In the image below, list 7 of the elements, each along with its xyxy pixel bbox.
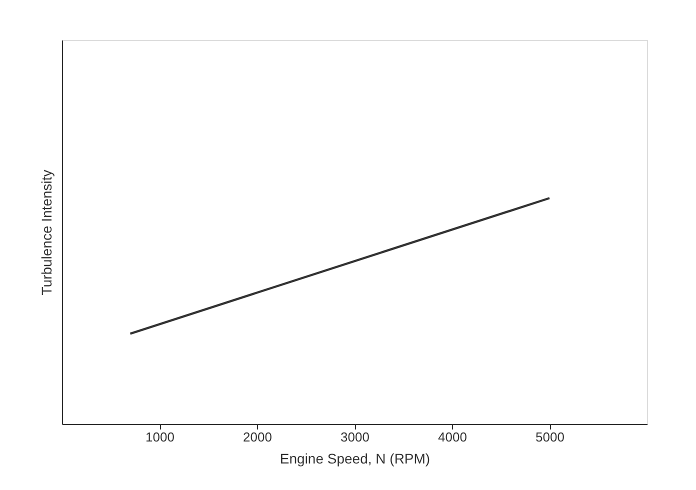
x-tick-label: 2000: [243, 430, 272, 444]
x-axis-title: Engine Speed, N (RPM): [280, 450, 430, 466]
x-tick-label: 4000: [438, 430, 467, 444]
x-tick-label: 5000: [536, 430, 564, 444]
x-tick-label: 3000: [340, 430, 370, 444]
x-tick-label: 1000: [146, 430, 174, 444]
y-axis-title: Turbulence Intensity: [38, 170, 54, 296]
